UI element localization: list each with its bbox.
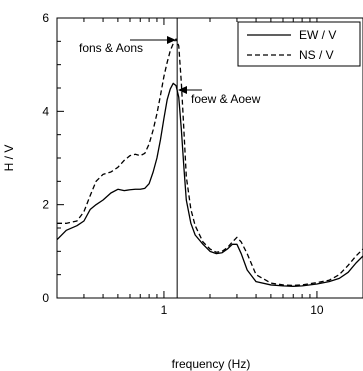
x-tick-label: 10: [310, 303, 324, 317]
legend-label-ns: NS / V: [299, 48, 334, 62]
annotation-ew: foew & Aoew: [178, 86, 261, 106]
y-tick-label: 2: [42, 198, 49, 212]
y-tick-label: 0: [42, 291, 49, 305]
series-line-ew: [56, 82, 363, 287]
annotation-ew-label: foew & Aoew: [191, 92, 261, 106]
series-layer: [56, 38, 363, 287]
x-tick-label: 1: [161, 303, 168, 317]
legend-box: [237, 21, 361, 67]
legend: EW / V NS / V: [237, 21, 361, 67]
x-axis-ticks: 1 10: [56, 18, 363, 317]
annotation-ns-arrowhead: [167, 36, 176, 44]
annotation-ns: fons & Aons: [79, 36, 176, 55]
annotation-ew-arrowhead: [178, 86, 187, 94]
x-axis-label: frequency (Hz): [172, 357, 251, 371]
y-axis-label: H / V: [2, 145, 16, 172]
y-axis-ticks: 0 2 4 6: [42, 11, 64, 305]
annotation-ns-label: fons & Aons: [79, 41, 143, 55]
y-tick-label: 6: [42, 11, 49, 25]
y-tick-label: 4: [42, 104, 49, 118]
legend-label-ew: EW / V: [299, 28, 336, 42]
series-line-ns: [57, 38, 363, 287]
